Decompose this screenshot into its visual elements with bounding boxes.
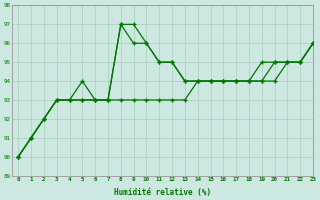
X-axis label: Humidité relative (%): Humidité relative (%) — [114, 188, 211, 197]
